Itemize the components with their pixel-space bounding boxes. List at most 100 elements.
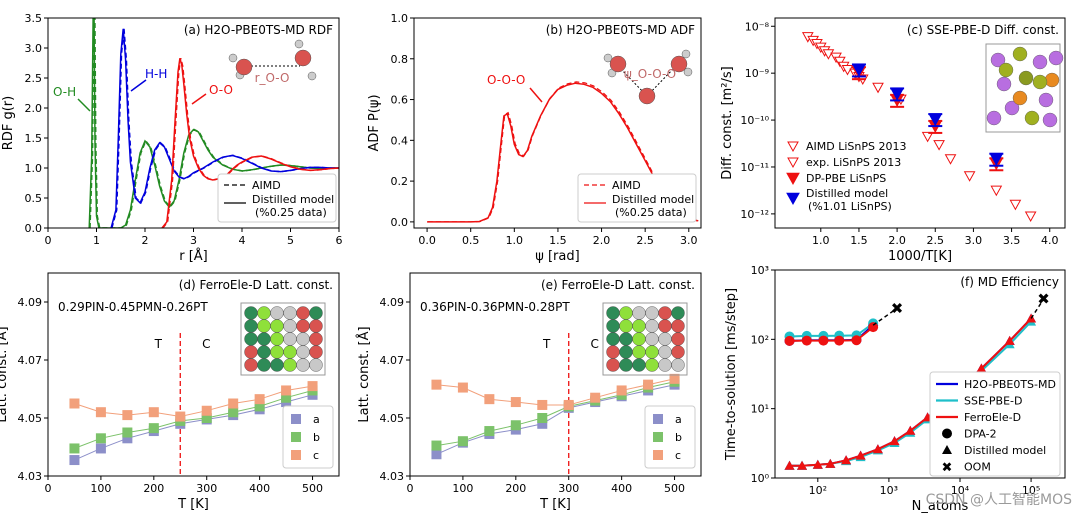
- eff-xtick-label: 10³: [880, 484, 898, 497]
- diff-inset-atom: [1004, 100, 1020, 116]
- diff-inset-atom: [998, 62, 1014, 78]
- latte-series-a: [436, 384, 675, 455]
- diff-inset-atom: [1018, 70, 1034, 86]
- lattd-ytick-label: 4.09: [18, 296, 43, 309]
- eff-dpa2-point: [784, 335, 795, 346]
- latte-point-a: [537, 418, 548, 429]
- adf-legend-distilled-2: (%0.25 data): [615, 206, 687, 219]
- latte-inset-atom: [619, 358, 633, 372]
- lattd-inset-atom: [283, 332, 297, 346]
- eff-ytick-label: 10¹: [751, 403, 769, 416]
- latte-point-b: [484, 426, 495, 437]
- lattd-inset-atom: [270, 319, 284, 333]
- diff-frame: [774, 17, 1066, 229]
- rdf-legend-distilled: Distilled model: [252, 193, 334, 206]
- latte-inset-atom: [619, 345, 633, 359]
- latte-inset-atom: [671, 306, 685, 320]
- diff-point: [928, 113, 943, 127]
- adf-xtick-label: 0.0: [418, 234, 436, 247]
- latte-inset-atom: [619, 319, 633, 333]
- rdf-xtick-label: 0: [45, 234, 52, 247]
- adf-inset-label: ψ_O-O-O: [624, 67, 676, 81]
- latte-inset-atom: [632, 345, 646, 359]
- adf-arrow-ooo: [529, 87, 543, 103]
- diff-point: [822, 49, 835, 60]
- eff-oom-line: [872, 307, 898, 326]
- latte-inset-atom: [606, 306, 620, 320]
- lattd-inset-atom: [309, 345, 323, 359]
- lattd-inset-atom: [309, 358, 323, 372]
- adf-legend-aimd: AIMD: [612, 179, 641, 192]
- lattd-xtick-label: 300: [196, 482, 217, 495]
- lattd-xtick-label: 500: [302, 482, 323, 495]
- rdf-ytick-label: 3.0: [25, 42, 43, 55]
- latte-legend-b: b: [675, 431, 682, 444]
- diff-inset-atom: [1044, 72, 1060, 88]
- lattd-point-a: [122, 433, 133, 444]
- diff-xtick-label: 2.0: [888, 234, 906, 247]
- diff-inset-atom: [1012, 46, 1028, 62]
- latte-xlabel: T [K]: [539, 497, 571, 512]
- latte-xtick-label: 300: [558, 482, 579, 495]
- lattd-inset-atom: [244, 345, 258, 359]
- latte-point-c: [616, 385, 627, 396]
- lattd-point-b: [228, 407, 239, 418]
- eff-dpa2-point: [834, 335, 845, 346]
- eff-dpa2-point: [851, 335, 862, 346]
- diff-ytick-label: 10⁻¹²: [740, 208, 769, 221]
- rdf-arrow-hh: [130, 79, 147, 92]
- lattd-inset-atom: [309, 319, 323, 333]
- eff-ytick-label: 10⁰: [751, 472, 770, 485]
- eff-legend-label: SSE-PBE-D: [964, 395, 1022, 408]
- lattd-point-b: [95, 433, 106, 444]
- adf-legend: [577, 173, 697, 223]
- eff-legend-label: FerroEle-D: [964, 411, 1021, 424]
- eff-distilled-point: [905, 425, 916, 435]
- lattd-point-c: [307, 381, 318, 392]
- latte-point-a: [431, 449, 442, 460]
- latte-inset-atom: [632, 358, 646, 372]
- latte-xtick-label: 100: [452, 482, 473, 495]
- lattd-inset-atom: [270, 358, 284, 372]
- eff-distilled-point: [872, 444, 883, 454]
- eff-distilled-point: [855, 450, 866, 460]
- lattd-inset-atom: [309, 306, 323, 320]
- latte-point-b: [431, 440, 442, 451]
- latte-title: (e) FerroEle-D Latt. const.: [541, 278, 695, 292]
- rdf-annot-oh: O-H: [53, 85, 76, 99]
- lattd-frame: [47, 272, 340, 477]
- lattd-inset-atom: [244, 358, 258, 372]
- diff-xtick-label: 3.5: [1003, 234, 1021, 247]
- adf-inset-h1: [603, 53, 613, 63]
- eff-distilled-point: [797, 460, 808, 470]
- adf-ytick-label: 1.0: [391, 12, 409, 25]
- rdf-xtick-label: 3: [190, 234, 197, 247]
- eff-frame: [774, 269, 1066, 479]
- lattd-inset-atom: [270, 306, 284, 320]
- diff-point: [989, 153, 1004, 166]
- lattd-xlabel: T [K]: [177, 497, 209, 512]
- diff-inset-atom: [1012, 90, 1028, 106]
- lattd-point-c: [201, 405, 212, 416]
- lattd-legend-b: b: [313, 431, 320, 444]
- rdf-xtick-label: 2: [142, 234, 149, 247]
- lattd-inset-atom: [309, 332, 323, 346]
- diff-ytick-label: 10⁻⁸: [745, 20, 770, 33]
- diff-point: [990, 185, 1003, 197]
- lattd-legend-marker-c: [291, 450, 301, 460]
- latte-legend-marker-c: [653, 450, 663, 460]
- lattd-inset-atom: [257, 358, 271, 372]
- diff-xtick-label: 1.0: [812, 234, 830, 247]
- adf-xtick-label: 1.5: [549, 234, 567, 247]
- lattd-subtitle: 0.29PIN-0.45PMN-0.26PT: [58, 300, 208, 314]
- lattd-ytick-label: 4.07: [18, 354, 43, 367]
- diff-legend-dp: DP-PBE LiSnPS: [806, 172, 886, 185]
- rdf-series-aimd-o-h: [89, 18, 339, 228]
- rdf-ylabel: RDF g(r): [1, 96, 16, 150]
- lattd-inset-atom: [283, 345, 297, 359]
- diff-legend-distilled-2: (%1.01 LiSnPS): [808, 200, 892, 213]
- rdf-xtick-label: 1: [93, 234, 100, 247]
- diff-legend-marker-distilled: [786, 192, 800, 206]
- lattd-inset-cell: [240, 302, 326, 376]
- latte-subtitle: 0.36PIN-0.36PMN-0.28PT: [420, 300, 570, 314]
